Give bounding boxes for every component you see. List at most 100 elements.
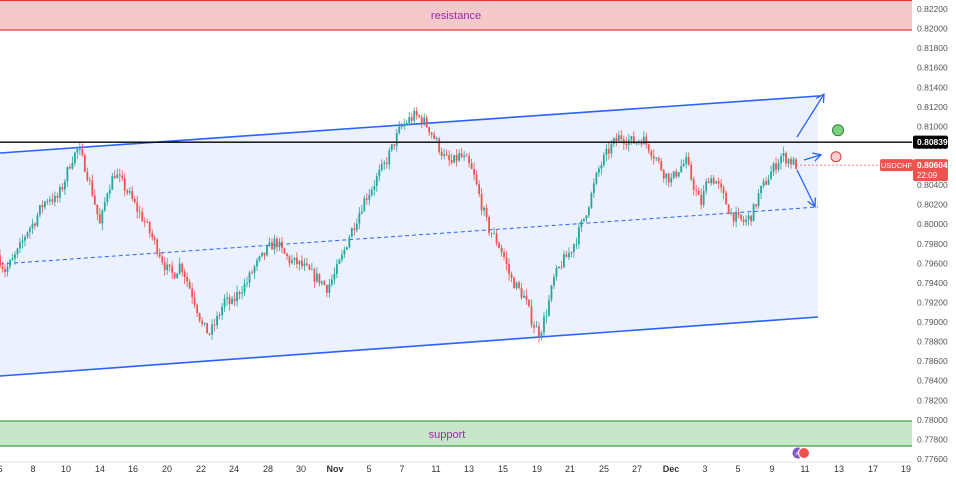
channel-upper-line[interactable]	[0, 95, 821, 154]
candle-body	[795, 159, 797, 169]
candle	[775, 157, 777, 174]
candle-body	[448, 155, 451, 161]
candle	[338, 258, 341, 265]
prediction-arrow-up[interactable]	[796, 92, 825, 138]
candle-body	[553, 277, 555, 286]
candle	[136, 195, 139, 219]
candle	[73, 151, 76, 167]
candle-body	[216, 315, 218, 326]
candle	[293, 257, 296, 265]
candle-body	[727, 204, 730, 214]
candle-body	[380, 163, 383, 171]
candle	[677, 171, 680, 178]
candle	[750, 215, 752, 226]
candle	[458, 149, 461, 163]
candle-body	[268, 242, 271, 247]
candle-body	[600, 165, 603, 169]
candle-body	[712, 178, 715, 184]
candle	[433, 131, 436, 140]
economic-event-icon[interactable]: ⚡	[792, 447, 810, 459]
candle	[201, 316, 204, 327]
candle	[378, 164, 381, 182]
candle-body	[350, 228, 353, 238]
candle	[420, 114, 423, 128]
candle-body	[450, 160, 453, 163]
candle-body	[9, 260, 11, 267]
candle	[108, 184, 111, 199]
candle	[243, 278, 246, 297]
candle-body	[652, 156, 655, 159]
candle-body	[181, 263, 184, 272]
price-axis[interactable]	[912, 0, 956, 478]
candle	[173, 271, 176, 279]
green-circle-marker[interactable]	[832, 124, 844, 137]
candle-body	[103, 201, 106, 211]
candle-body	[602, 154, 605, 166]
candle-body	[283, 248, 286, 254]
candle-body	[750, 215, 752, 222]
channel-midline[interactable]	[0, 206, 819, 265]
candle-body	[408, 117, 411, 123]
candle	[655, 156, 658, 162]
candle-body	[19, 242, 21, 249]
candle-body	[690, 164, 693, 180]
candle-body	[498, 243, 500, 248]
candle-body	[176, 273, 179, 279]
candle	[380, 159, 383, 173]
candle	[475, 170, 478, 186]
candle	[333, 267, 336, 285]
candle	[158, 248, 161, 259]
prediction-arrow-down[interactable]	[796, 169, 817, 208]
candle-body	[612, 138, 615, 144]
candle	[26, 231, 29, 240]
candle-body	[385, 162, 388, 165]
candle-body	[657, 158, 660, 161]
x-tick-label: 24	[229, 464, 239, 474]
prediction-arrow-mid[interactable]	[803, 152, 823, 162]
candle	[221, 303, 223, 320]
candle-body	[433, 134, 436, 139]
candle	[138, 205, 141, 219]
x-tick-label: 6	[0, 464, 3, 474]
candle	[248, 270, 251, 288]
candle	[568, 247, 570, 261]
channel-lower-line[interactable]	[0, 316, 819, 377]
candle	[253, 264, 256, 279]
candle-body	[545, 315, 548, 317]
candle-body	[243, 283, 246, 293]
candle	[76, 148, 79, 159]
candle	[151, 229, 154, 241]
candle	[123, 173, 126, 197]
candle-body	[525, 295, 528, 300]
candle	[128, 187, 131, 196]
candle-body	[528, 299, 530, 307]
candle-body	[495, 233, 498, 244]
x-tick-label: 8	[30, 464, 35, 474]
candle-body	[91, 180, 94, 196]
candle-body	[388, 150, 391, 165]
candle-body	[211, 324, 214, 335]
candle-body	[403, 123, 406, 127]
candle	[448, 150, 451, 167]
candle-body	[410, 117, 413, 121]
resistance-label: resistance	[431, 10, 481, 22]
candle	[578, 222, 580, 249]
candle	[565, 250, 568, 258]
candle	[525, 289, 528, 305]
candle	[478, 180, 480, 198]
candle	[161, 252, 164, 266]
candle	[563, 250, 565, 269]
candle-body	[523, 295, 525, 298]
candle-body	[670, 177, 673, 183]
candle-body	[715, 181, 718, 184]
candle-body	[717, 181, 720, 184]
y-tick-label: 0.81000	[917, 121, 948, 131]
candle	[6, 261, 9, 277]
candle-body	[316, 273, 318, 282]
candle	[171, 261, 174, 279]
candle	[103, 197, 106, 213]
x-tick-label: Dec	[663, 464, 680, 474]
red-circle-marker[interactable]	[830, 151, 842, 163]
